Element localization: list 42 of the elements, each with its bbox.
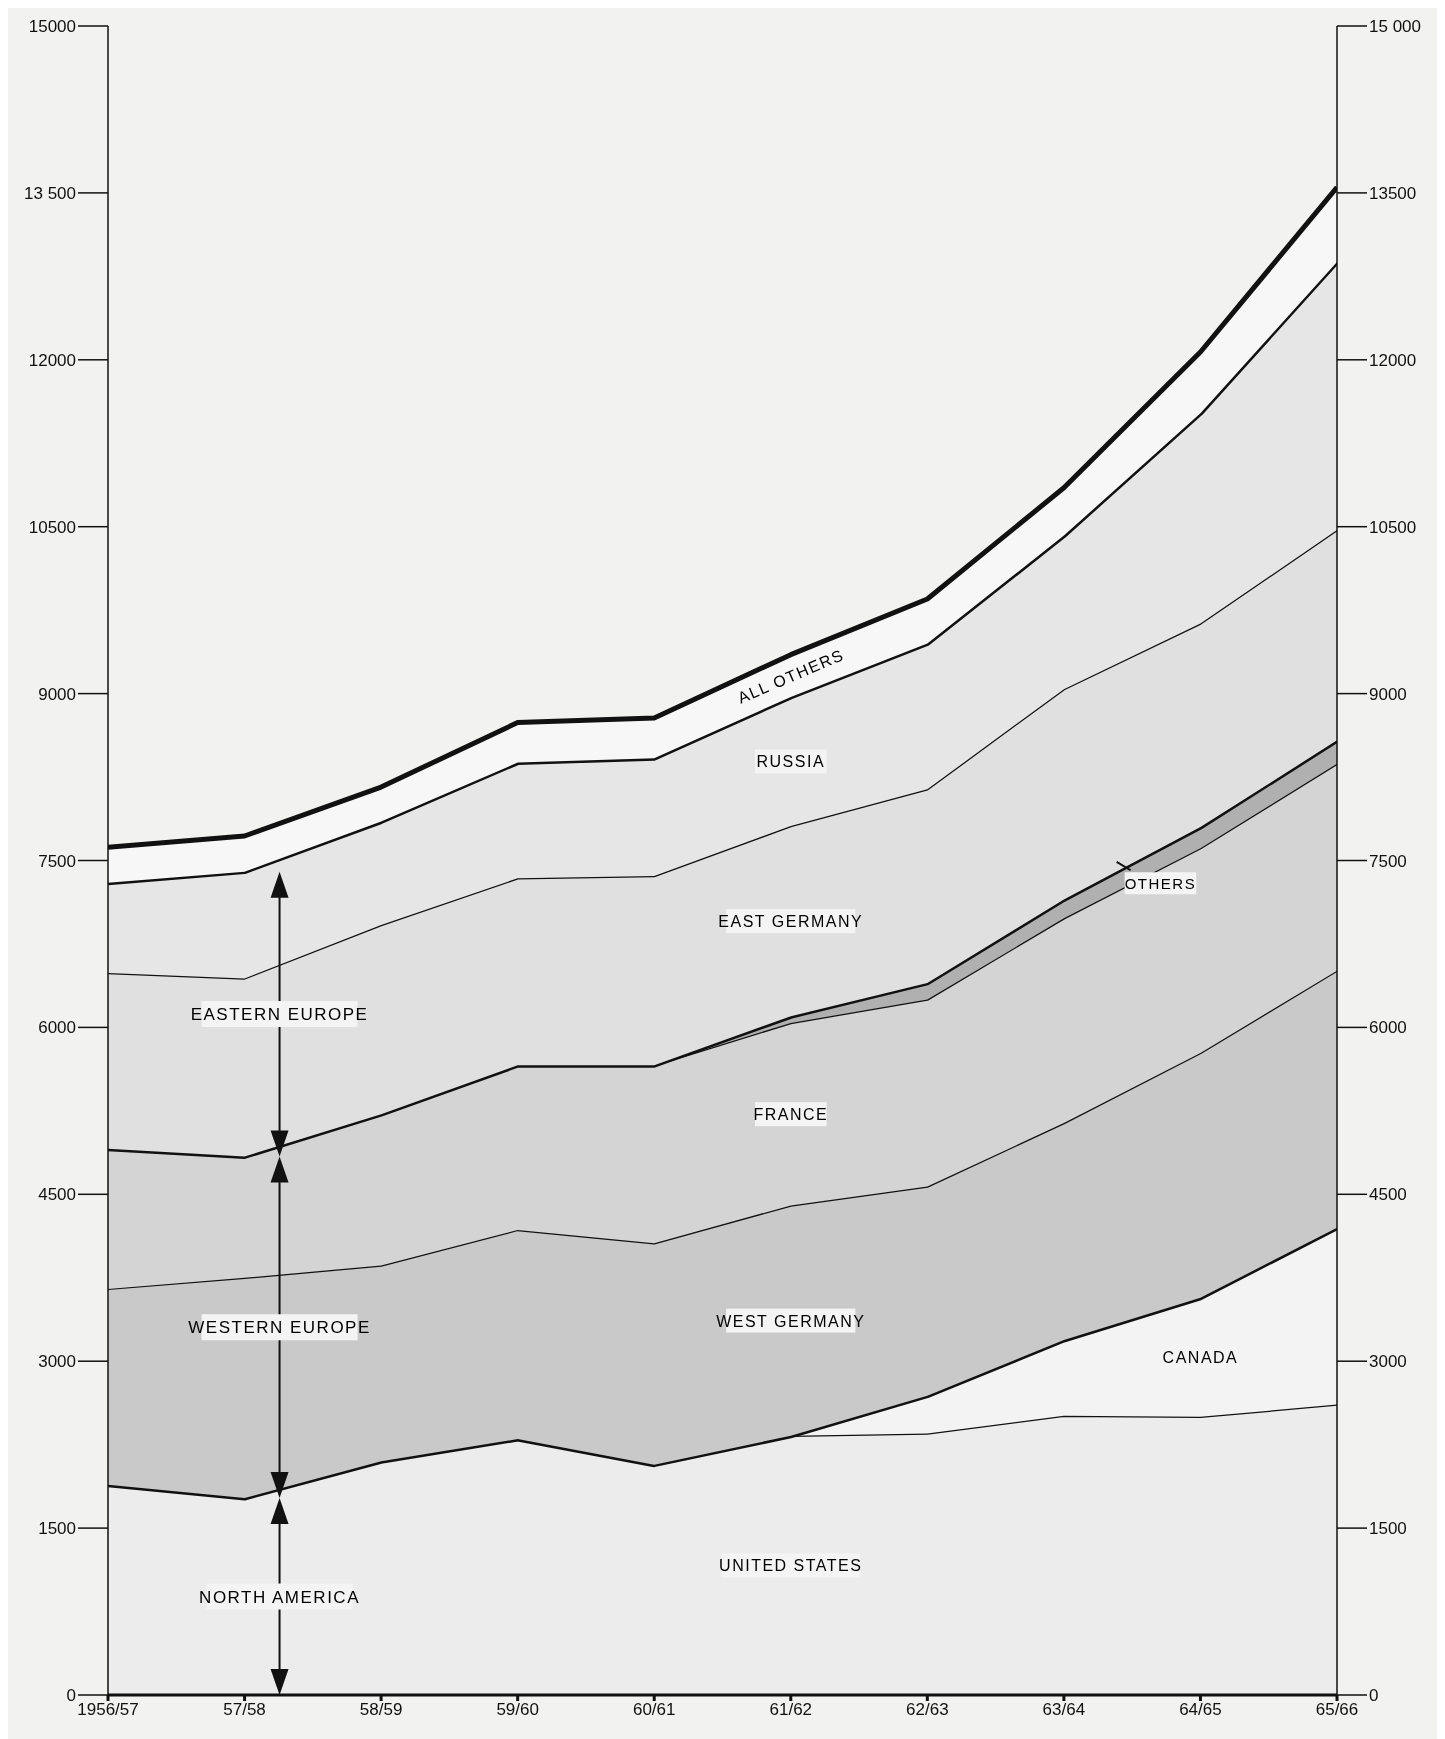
- y2-tick-label: 7500: [1369, 851, 1407, 871]
- x-tick-label: 1956/57: [77, 1700, 139, 1720]
- y-tick-label: 15000: [28, 17, 76, 37]
- x-tick-label: 57/58: [223, 1700, 266, 1720]
- y2-tick-label: 12000: [1369, 350, 1417, 370]
- y2-tick-label: 10500: [1369, 517, 1417, 537]
- y-tick-label: 13 500: [24, 183, 76, 203]
- y2-tick-label: 0: [1369, 1686, 1379, 1706]
- annotation: NORTH AMERICA: [199, 1587, 360, 1607]
- series-label: EAST GERMANY: [718, 913, 864, 931]
- y2-tick-label: 4500: [1369, 1185, 1407, 1205]
- series-label: UNITED STATES: [719, 1557, 863, 1575]
- y2-tick-label: 15 000: [1369, 17, 1421, 37]
- x-tick-label: 58/59: [359, 1700, 403, 1720]
- x-tick-label: 59/60: [496, 1700, 539, 1720]
- y-tick-label: 6000: [38, 1018, 76, 1038]
- annotation: WESTERN EUROPE: [188, 1318, 371, 1338]
- series-label: RUSSIA: [756, 753, 826, 771]
- x-tick-label: 60/61: [632, 1700, 676, 1720]
- x-tick-label: 62/63: [906, 1700, 949, 1720]
- y2-tick-label: 1500: [1369, 1519, 1407, 1539]
- series-label: CANADA: [1162, 1349, 1239, 1367]
- y-tick-label: 12000: [28, 350, 76, 370]
- x-tick-label: 63/64: [1042, 1700, 1086, 1720]
- y2-tick-label: 6000: [1369, 1018, 1407, 1038]
- y-tick-label: 9000: [38, 684, 76, 704]
- y-tick-label: 0: [66, 1686, 76, 1706]
- y-tick-label: 7500: [38, 851, 76, 871]
- y2-tick-label: 13500: [1369, 183, 1417, 203]
- series-label: FRANCE: [753, 1106, 829, 1124]
- y2-tick-label: 3000: [1369, 1352, 1407, 1372]
- y-tick-label: 10500: [28, 517, 76, 537]
- annotation: EASTERN EUROPE: [190, 1005, 369, 1025]
- series-label: OTHERS: [1124, 875, 1197, 893]
- x-tick-label: 65/66: [1315, 1700, 1359, 1720]
- series-label: WEST GERMANY: [716, 1312, 866, 1330]
- y2-tick-label: 9000: [1369, 684, 1407, 704]
- x-tick-label: 61/62: [769, 1700, 813, 1720]
- y-tick-label: 1500: [38, 1519, 76, 1539]
- y-tick-label: 3000: [38, 1352, 76, 1372]
- y-tick-label: 4500: [38, 1185, 76, 1205]
- x-tick-label: 64/65: [1179, 1700, 1222, 1720]
